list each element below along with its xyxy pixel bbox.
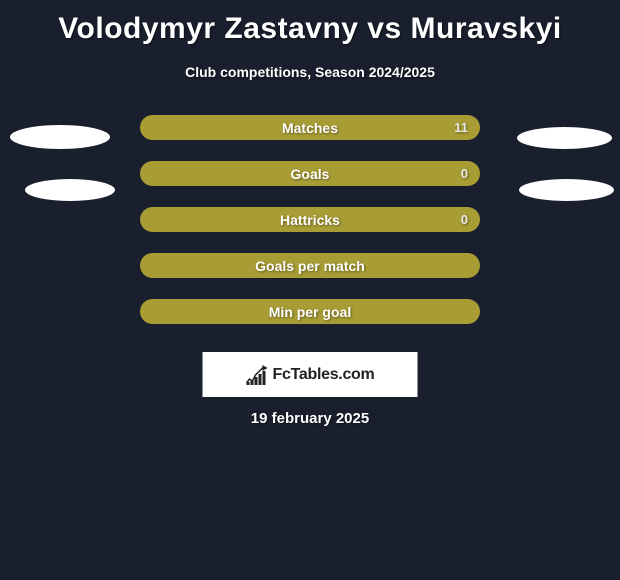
page-title: Volodymyr Zastavny vs Muravskyi: [0, 0, 620, 46]
stat-label: Matches: [282, 120, 338, 136]
stat-bar-matches: Matches 11: [140, 115, 480, 140]
stat-value-right: 11: [454, 120, 468, 135]
stat-row: Goals 0: [0, 161, 620, 207]
logo-content: FcTables.com: [246, 365, 375, 385]
stat-label: Goals: [291, 166, 330, 182]
logo-text: FcTables.com: [273, 366, 375, 384]
stat-label: Hattricks: [280, 212, 340, 228]
stat-bar-hattricks: Hattricks 0: [140, 207, 480, 232]
stat-row: Hattricks 0: [0, 207, 620, 253]
stat-row: Goals per match: [0, 253, 620, 299]
stats-container: Matches 11 Goals 0 Hattricks 0 Goals per…: [0, 115, 620, 345]
chart-icon: [246, 365, 268, 385]
subtitle: Club competitions, Season 2024/2025: [0, 64, 620, 80]
stat-bar-goals: Goals 0: [140, 161, 480, 186]
stat-label: Goals per match: [255, 258, 365, 274]
logo-box: FcTables.com: [203, 352, 418, 397]
stat-value-right: 0: [461, 212, 468, 227]
stat-row: Min per goal: [0, 299, 620, 345]
stat-bar-min-per-goal: Min per goal: [140, 299, 480, 324]
stat-label: Min per goal: [269, 304, 351, 320]
stat-value-right: 0: [461, 166, 468, 181]
date-text: 19 february 2025: [251, 410, 369, 427]
stat-row: Matches 11: [0, 115, 620, 161]
stat-bar-goals-per-match: Goals per match: [140, 253, 480, 278]
